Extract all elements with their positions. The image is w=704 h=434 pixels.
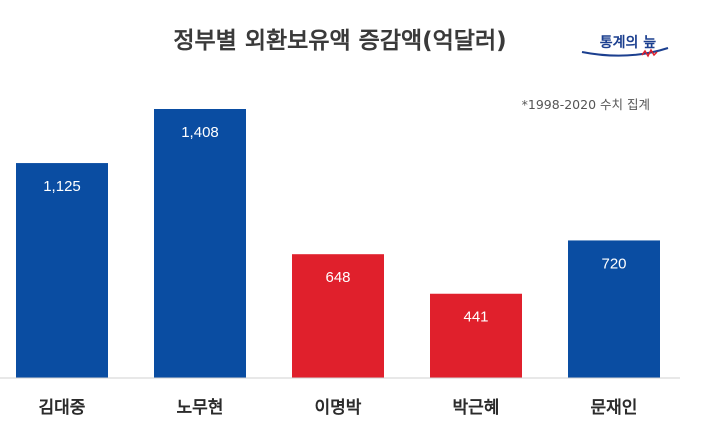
logo-text: 통계의 늪 (600, 34, 657, 51)
chart-note: *1998-2020 수치 집계 (522, 97, 650, 112)
bar-2 (154, 109, 246, 378)
bar-3 (292, 254, 384, 378)
bar-value-label-1: 1,125 (43, 178, 81, 195)
logo-swoosh-icon (581, 47, 669, 57)
bar-value-label-3: 648 (325, 269, 350, 286)
bar-4 (430, 293, 522, 378)
category-label-4: 박근혜 (453, 398, 500, 418)
category-label-1: 김대중 (39, 398, 86, 418)
bars: 1,125 1,408 648 441 720 (16, 109, 660, 378)
category-label-3: 이명박 (315, 398, 362, 418)
logo-trend-icon (641, 48, 658, 58)
bar-value-label-5: 720 (601, 255, 626, 272)
bar-5 (568, 240, 660, 378)
bar-1 (16, 163, 108, 378)
logo: 통계의 늪 (581, 34, 669, 58)
bar-value-label-2: 1,408 (181, 124, 219, 141)
category-labels: 김대중 노무현 이명박 박근혜 문재인 (39, 398, 638, 418)
category-label-5: 문재인 (591, 398, 638, 418)
category-label-2: 노무현 (177, 398, 224, 418)
chart-title: 정부별 외환보유액 증감액(억달러) (173, 28, 506, 54)
bar-value-label-4: 441 (463, 309, 488, 326)
